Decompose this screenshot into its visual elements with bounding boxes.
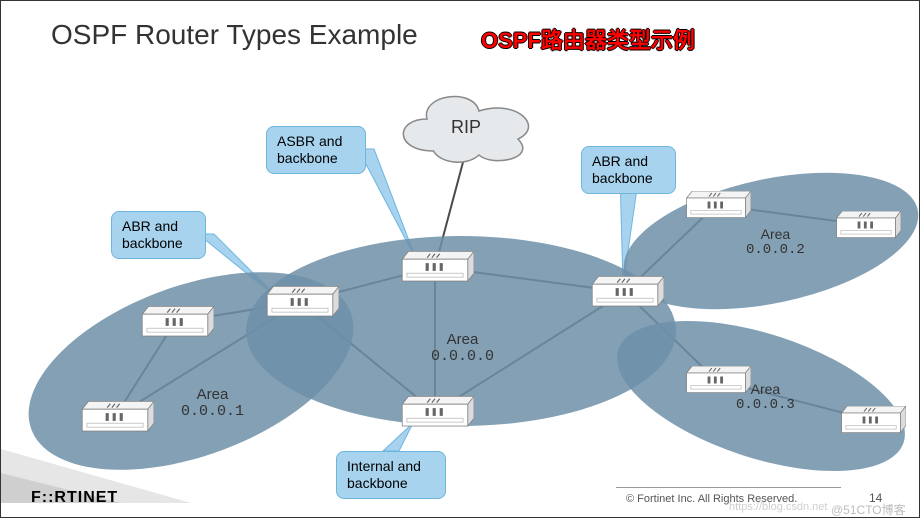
router-r-bot-b <box>836 406 906 434</box>
area-label-0-0-0-0: Area0.0.0.0 <box>431 331 494 365</box>
area-label-0-0-0-2: Area0.0.0.2 <box>746 226 805 258</box>
callout-asbr: ASBR andbackbone <box>266 126 366 174</box>
router-r-asbr <box>396 251 474 283</box>
callout-internal: Internal andbackbone <box>336 451 446 499</box>
watermark-51cto: @51CTO博客 <box>831 501 906 518</box>
router-r-abr-right <box>586 276 664 308</box>
rip-cloud-label: RIP <box>401 91 531 171</box>
callout-abr1: ABR andbackbone <box>111 211 206 259</box>
slide-title: OSPF Router Types Example <box>51 19 418 51</box>
fortinet-logo: F::RTINET <box>31 489 118 507</box>
area-label-0-0-0-1: Area0.0.0.1 <box>181 386 244 420</box>
router-r-top-a <box>681 191 751 219</box>
area-label-0-0-0-3: Area0.0.0.3 <box>736 381 795 413</box>
router-r-abr-left <box>261 286 339 318</box>
watermark-csdn: https://blog.csdn.net <box>729 501 827 513</box>
footer-rule <box>616 487 841 488</box>
router-r-left-a <box>136 306 214 338</box>
router-r-top-b <box>831 211 901 239</box>
slide-title-chinese: OSPF路由器类型示例 <box>481 23 695 55</box>
router-r-center <box>396 396 474 428</box>
callout-abr2: ABR andbackbone <box>581 146 676 194</box>
router-r-left-b <box>76 401 154 433</box>
